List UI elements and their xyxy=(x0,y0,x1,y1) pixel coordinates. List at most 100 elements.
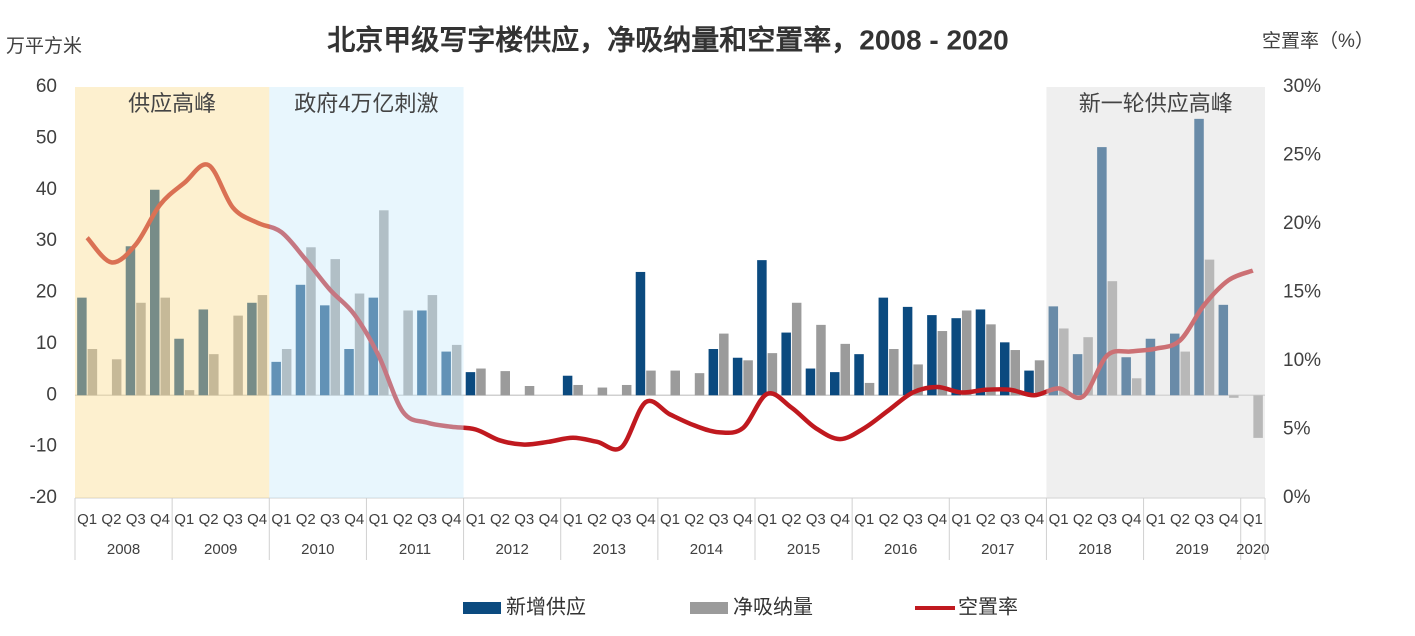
bar xyxy=(937,331,948,396)
bar xyxy=(1059,328,1069,396)
bar xyxy=(1229,395,1239,398)
y2-axis-label: 空置率（%） xyxy=(1262,30,1374,52)
legend-label: 新增供应 xyxy=(506,595,586,618)
bar xyxy=(451,344,462,396)
bar xyxy=(271,361,281,396)
bar xyxy=(1107,281,1118,396)
x-tick-label: Q4 xyxy=(830,511,850,528)
x-tick-label: Q3 xyxy=(417,511,437,528)
bar xyxy=(743,360,753,396)
y2-tick-label: 5% xyxy=(1283,419,1311,440)
bar xyxy=(840,343,850,396)
x-tick-label: Q2 xyxy=(393,511,413,528)
bar xyxy=(719,333,729,396)
bar xyxy=(694,373,705,396)
bar xyxy=(708,349,719,396)
legend-label: 空置率 xyxy=(958,595,1018,618)
legend-label: 净吸纳量 xyxy=(733,595,813,618)
y-tick-label: 10 xyxy=(36,333,57,354)
year-label: 2009 xyxy=(204,541,237,558)
x-tick-label: Q4 xyxy=(927,511,947,528)
annotation-label: 新一轮供应高峰 xyxy=(1079,91,1233,116)
y2-tick-label: 20% xyxy=(1283,213,1321,234)
y-tick-label: -10 xyxy=(30,436,57,457)
bar xyxy=(805,368,816,396)
bar xyxy=(1170,333,1180,396)
x-tick-label: Q3 xyxy=(709,511,729,528)
year-label: 2012 xyxy=(495,541,528,558)
bar xyxy=(781,332,791,396)
bar xyxy=(597,387,608,396)
x-tick-label: Q1 xyxy=(757,511,777,528)
bar xyxy=(184,390,195,396)
x-tick-label: Q3 xyxy=(903,511,923,528)
x-tick-label: Q2 xyxy=(1073,511,1093,528)
bar xyxy=(441,351,451,396)
x-tick-label: Q3 xyxy=(806,511,826,528)
bar xyxy=(791,302,802,396)
bar xyxy=(562,375,573,396)
bar xyxy=(281,349,292,396)
annotation-region xyxy=(269,87,464,498)
bar xyxy=(573,384,583,396)
bar xyxy=(1072,354,1083,396)
bar xyxy=(344,349,354,396)
x-tick-label: Q4 xyxy=(733,511,753,528)
bar xyxy=(1131,378,1142,396)
bar xyxy=(125,246,136,396)
x-tick-label: Q3 xyxy=(611,511,631,528)
y2-tick-label: 25% xyxy=(1283,145,1321,166)
bar xyxy=(295,284,306,396)
bar xyxy=(320,305,330,396)
x-tick-label: Q1 xyxy=(1243,511,1263,528)
annotation-region xyxy=(75,87,270,498)
bar xyxy=(635,271,646,396)
bar xyxy=(160,297,170,396)
x-tick-label: Q2 xyxy=(879,511,899,528)
bar xyxy=(757,260,767,396)
bar xyxy=(306,247,316,396)
bar xyxy=(111,359,122,396)
bar xyxy=(77,297,87,396)
x-tick-label: Q3 xyxy=(223,511,243,528)
x-tick-label: Q4 xyxy=(344,511,364,528)
y-tick-label: 40 xyxy=(36,179,57,200)
x-tick-label: Q3 xyxy=(1000,511,1020,528)
y2-tick-label: 15% xyxy=(1283,282,1321,303)
x-tick-label: Q1 xyxy=(77,511,97,528)
bar xyxy=(1180,351,1190,396)
bar xyxy=(1145,338,1156,396)
bar xyxy=(1083,337,1093,396)
bar xyxy=(927,315,937,396)
bar xyxy=(902,306,913,396)
x-tick-label: Q1 xyxy=(1049,511,1069,528)
x-tick-label: Q3 xyxy=(1194,511,1214,528)
y-tick-label: 60 xyxy=(36,76,57,97)
x-tick-label: Q2 xyxy=(199,511,219,528)
year-label: 2008 xyxy=(107,541,140,558)
bar xyxy=(330,259,340,396)
year-label: 2019 xyxy=(1175,541,1208,558)
bar xyxy=(889,349,899,396)
bar xyxy=(1097,147,1107,396)
x-tick-label: Q1 xyxy=(466,511,486,528)
bar xyxy=(233,315,243,396)
bar xyxy=(500,371,510,396)
x-tick-label: Q2 xyxy=(1170,511,1190,528)
bar xyxy=(209,354,219,396)
bar xyxy=(961,310,972,396)
line xyxy=(85,162,1254,452)
x-tick-label: Q4 xyxy=(636,511,656,528)
bar xyxy=(913,364,923,396)
x-tick-label: Q3 xyxy=(126,511,146,528)
legend-swatch xyxy=(690,602,728,614)
bar xyxy=(1218,304,1229,396)
bar xyxy=(427,295,438,396)
bar xyxy=(354,293,365,396)
bar xyxy=(198,309,209,396)
bar xyxy=(975,309,986,396)
x-tick-label: Q1 xyxy=(369,511,389,528)
bar xyxy=(1000,342,1010,396)
x-tick-label: Q2 xyxy=(101,511,121,528)
bar xyxy=(1034,360,1045,396)
